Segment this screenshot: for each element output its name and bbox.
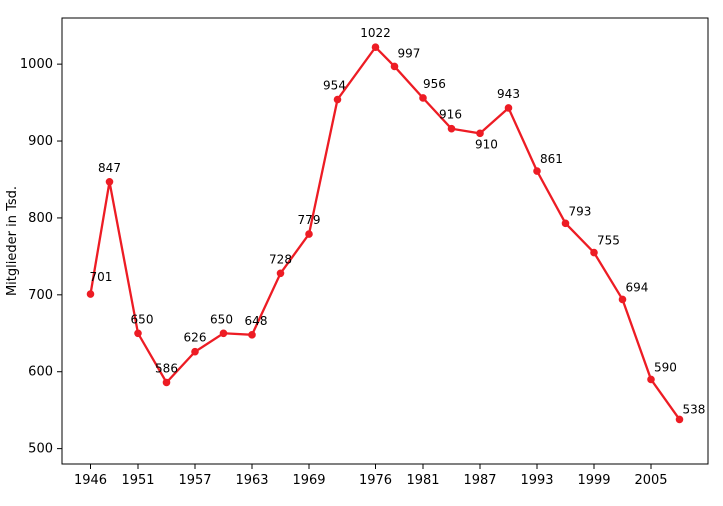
data-point	[534, 168, 541, 175]
x-tick-label: 1981	[406, 473, 439, 488]
data-point-label: 1022	[360, 26, 391, 40]
data-point-label: 847	[98, 161, 121, 175]
data-point	[448, 125, 455, 132]
data-point	[87, 291, 94, 298]
data-point	[676, 416, 683, 423]
data-point-label: 861	[540, 152, 563, 166]
data-point	[334, 96, 341, 103]
line-chart: 1946 1951 1957 1963 1969 1976 1981 1987 1993 1999…	[0, 0, 723, 506]
y-tick-label: 600	[28, 365, 53, 380]
x-tick-label: 1976	[359, 473, 392, 488]
data-point	[306, 231, 313, 238]
y-tick-label: 700	[28, 288, 53, 303]
data-point-label: 943	[497, 87, 520, 101]
data-point	[619, 296, 626, 303]
data-point	[135, 330, 142, 337]
y-axis-label: Mitglieder in Tsd.	[5, 186, 20, 296]
x-tick-label: 1957	[178, 473, 211, 488]
data-point-label: 590	[654, 360, 677, 374]
data-point	[192, 348, 199, 355]
x-tick-label: 1963	[235, 473, 268, 488]
chart-container: 1946 1951 1957 1963 1969 1976 1981 1987 1993 1999…	[0, 0, 723, 506]
data-point	[277, 270, 284, 277]
y-tick-label: 900	[28, 134, 53, 149]
data-point-label: 916	[439, 108, 462, 122]
data-point-label: 701	[90, 270, 113, 284]
data-point-label: 997	[398, 46, 421, 60]
data-point-label: 793	[569, 204, 592, 218]
x-tick-label: 2005	[634, 473, 667, 488]
data-point	[163, 379, 170, 386]
y-tick-label: 1000	[20, 57, 53, 72]
data-point-label: 626	[184, 331, 207, 345]
data-point-label: 728	[269, 252, 292, 266]
data-point-label: 954	[323, 79, 346, 93]
x-tick-label: 1969	[292, 473, 325, 488]
data-point	[648, 376, 655, 383]
data-point	[106, 178, 113, 185]
data-point	[391, 63, 398, 70]
x-tick-label: 1951	[121, 473, 154, 488]
data-point-label: 910	[475, 137, 498, 151]
x-tick-label: 1946	[74, 473, 107, 488]
data-point	[372, 44, 379, 51]
series-line	[91, 47, 680, 419]
data-point-label: 755	[597, 234, 620, 248]
data-point	[420, 95, 427, 102]
data-point-label: 956	[423, 77, 446, 91]
data-point-label: 586	[155, 361, 178, 375]
data-point	[249, 332, 256, 339]
y-tick-label: 800	[28, 211, 53, 226]
x-tick-label: 1993	[520, 473, 553, 488]
x-tick-label: 1999	[577, 473, 610, 488]
data-point-label: 538	[683, 402, 706, 416]
data-point-label: 648	[245, 314, 268, 328]
x-tick-label: 1987	[463, 473, 496, 488]
data-point	[591, 249, 598, 256]
data-point-label: 779	[298, 213, 321, 227]
data-point-label: 694	[626, 280, 649, 294]
data-point	[505, 105, 512, 112]
data-point-label: 650	[210, 312, 233, 326]
y-tick-label: 500	[28, 442, 53, 457]
data-point	[477, 130, 484, 137]
data-point	[220, 330, 227, 337]
data-point-label: 650	[131, 312, 154, 326]
data-point	[562, 220, 569, 227]
